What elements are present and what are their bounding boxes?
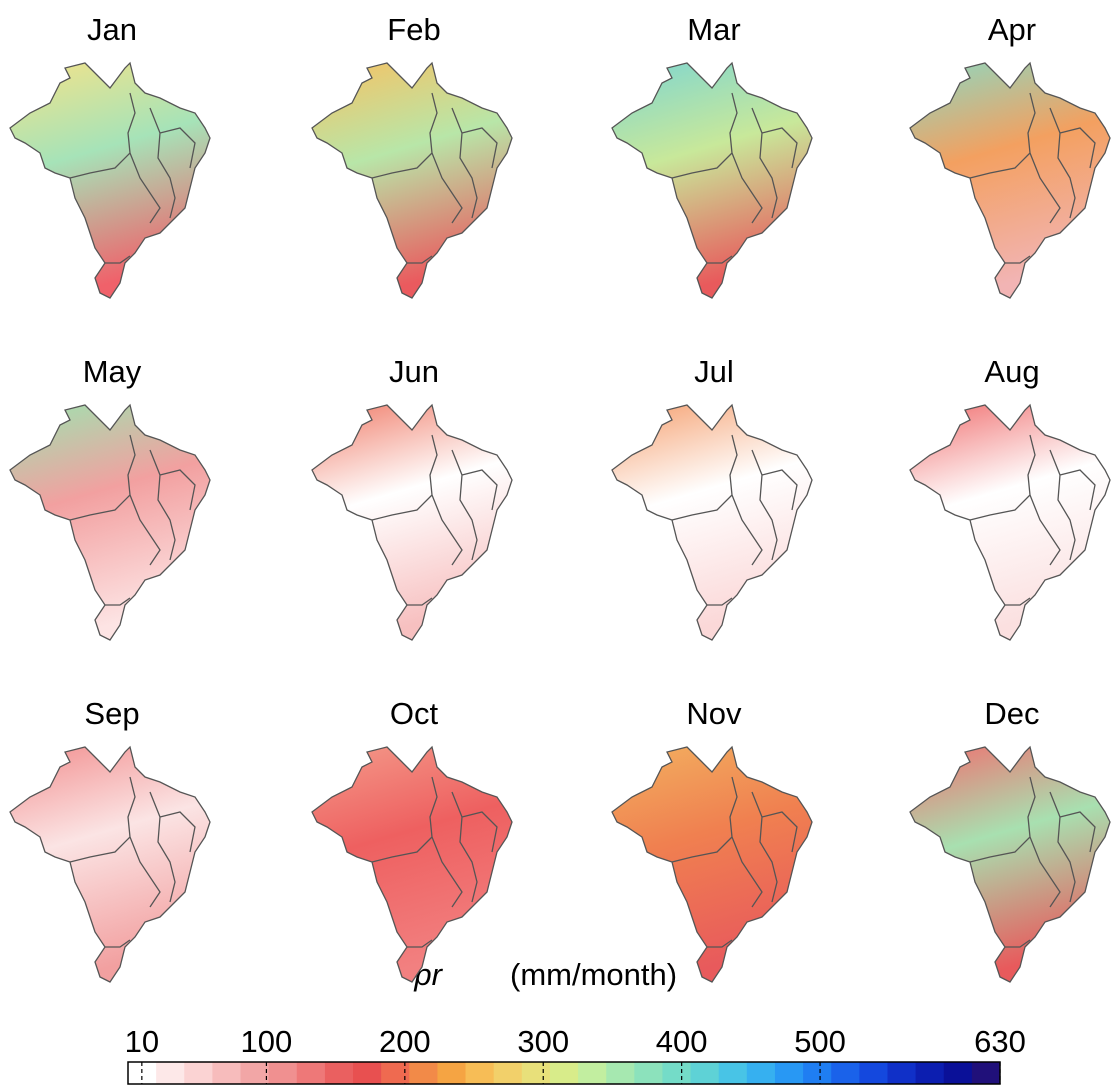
- map-panel: [311, 404, 513, 641]
- colorbar-segment: [212, 1062, 242, 1084]
- month-title: Sep: [84, 696, 139, 731]
- colorbar-tick-label: 500: [794, 1024, 846, 1059]
- colorbar-segment: [184, 1062, 213, 1084]
- month-title: Dec: [984, 696, 1039, 731]
- colorbar-tick-label: 100: [241, 1024, 293, 1059]
- map-panel: [909, 746, 1111, 983]
- month-title: Jul: [694, 354, 734, 389]
- colorbar-segment: [887, 1062, 917, 1084]
- colorbar-segment: [409, 1062, 438, 1084]
- map-panel: [9, 62, 211, 299]
- colorbar-tick-label: 10: [125, 1024, 159, 1059]
- colorbar-segment: [521, 1062, 551, 1084]
- month-title: Jan: [87, 12, 137, 47]
- colorbar-segment: [859, 1062, 888, 1084]
- colorbar-segment: [690, 1062, 720, 1084]
- colorbar-segment: [774, 1062, 804, 1084]
- colorbar-segment: [971, 1062, 1001, 1084]
- colorbar-segment: [437, 1062, 467, 1084]
- map-panel: [611, 62, 813, 299]
- month-title: Oct: [390, 696, 439, 731]
- colorbar-segment: [915, 1062, 945, 1084]
- colorbar-segment: [240, 1062, 270, 1084]
- colorbar-segment: [353, 1062, 382, 1084]
- colorbar-segment: [465, 1062, 495, 1084]
- colorbar-segment: [662, 1062, 692, 1084]
- map-panel: [611, 746, 813, 983]
- colorbar-segment: [606, 1062, 635, 1084]
- map-panel: [909, 62, 1111, 299]
- colorbar-segment: [381, 1062, 410, 1084]
- colorbar-segment: [324, 1062, 354, 1084]
- colorbar-segment: [578, 1062, 607, 1084]
- map-panel: [611, 404, 813, 641]
- colorbar-segment: [156, 1062, 185, 1084]
- map-panel: [311, 62, 513, 299]
- month-title: May: [83, 354, 142, 389]
- colorbar-segment: [268, 1062, 298, 1084]
- colorbar-segment: [549, 1062, 579, 1084]
- month-title: Mar: [687, 12, 740, 47]
- map-panel: [909, 404, 1111, 641]
- month-title: Aug: [984, 354, 1039, 389]
- map-panel: [311, 746, 513, 983]
- colorbar-tick-label: 300: [517, 1024, 569, 1059]
- colorbar-segment: [296, 1062, 326, 1084]
- colorbar-segment: [803, 1062, 832, 1084]
- colorbar-segment: [634, 1062, 663, 1084]
- month-title: Feb: [387, 12, 440, 47]
- month-title: Jun: [389, 354, 439, 389]
- colorbar-segment: [493, 1062, 523, 1084]
- colorbar-segment: [831, 1062, 860, 1084]
- month-title: Apr: [988, 12, 1036, 47]
- month-title: Nov: [686, 696, 742, 731]
- colorbar-tick-label: 200: [379, 1024, 431, 1059]
- colorbar-segment: [746, 1062, 776, 1084]
- colorbar-tick-label: 630: [974, 1024, 1026, 1059]
- colorbar-segment: [943, 1062, 973, 1084]
- colorbar-segment: [718, 1062, 748, 1084]
- map-panel: [9, 746, 211, 983]
- colorbar-unit: (mm/month): [510, 957, 677, 992]
- map-panel: [9, 404, 211, 641]
- colorbar-tick-label: 400: [656, 1024, 708, 1059]
